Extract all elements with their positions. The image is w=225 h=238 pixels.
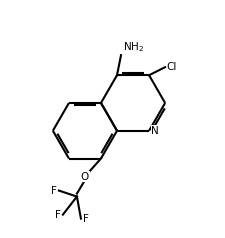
Text: N: N — [150, 126, 158, 136]
Text: NH$_2$: NH$_2$ — [122, 40, 144, 54]
Text: Cl: Cl — [165, 62, 176, 72]
Text: O: O — [81, 172, 89, 182]
Text: F: F — [55, 210, 61, 220]
Text: F: F — [51, 186, 57, 196]
Text: F: F — [82, 214, 88, 224]
